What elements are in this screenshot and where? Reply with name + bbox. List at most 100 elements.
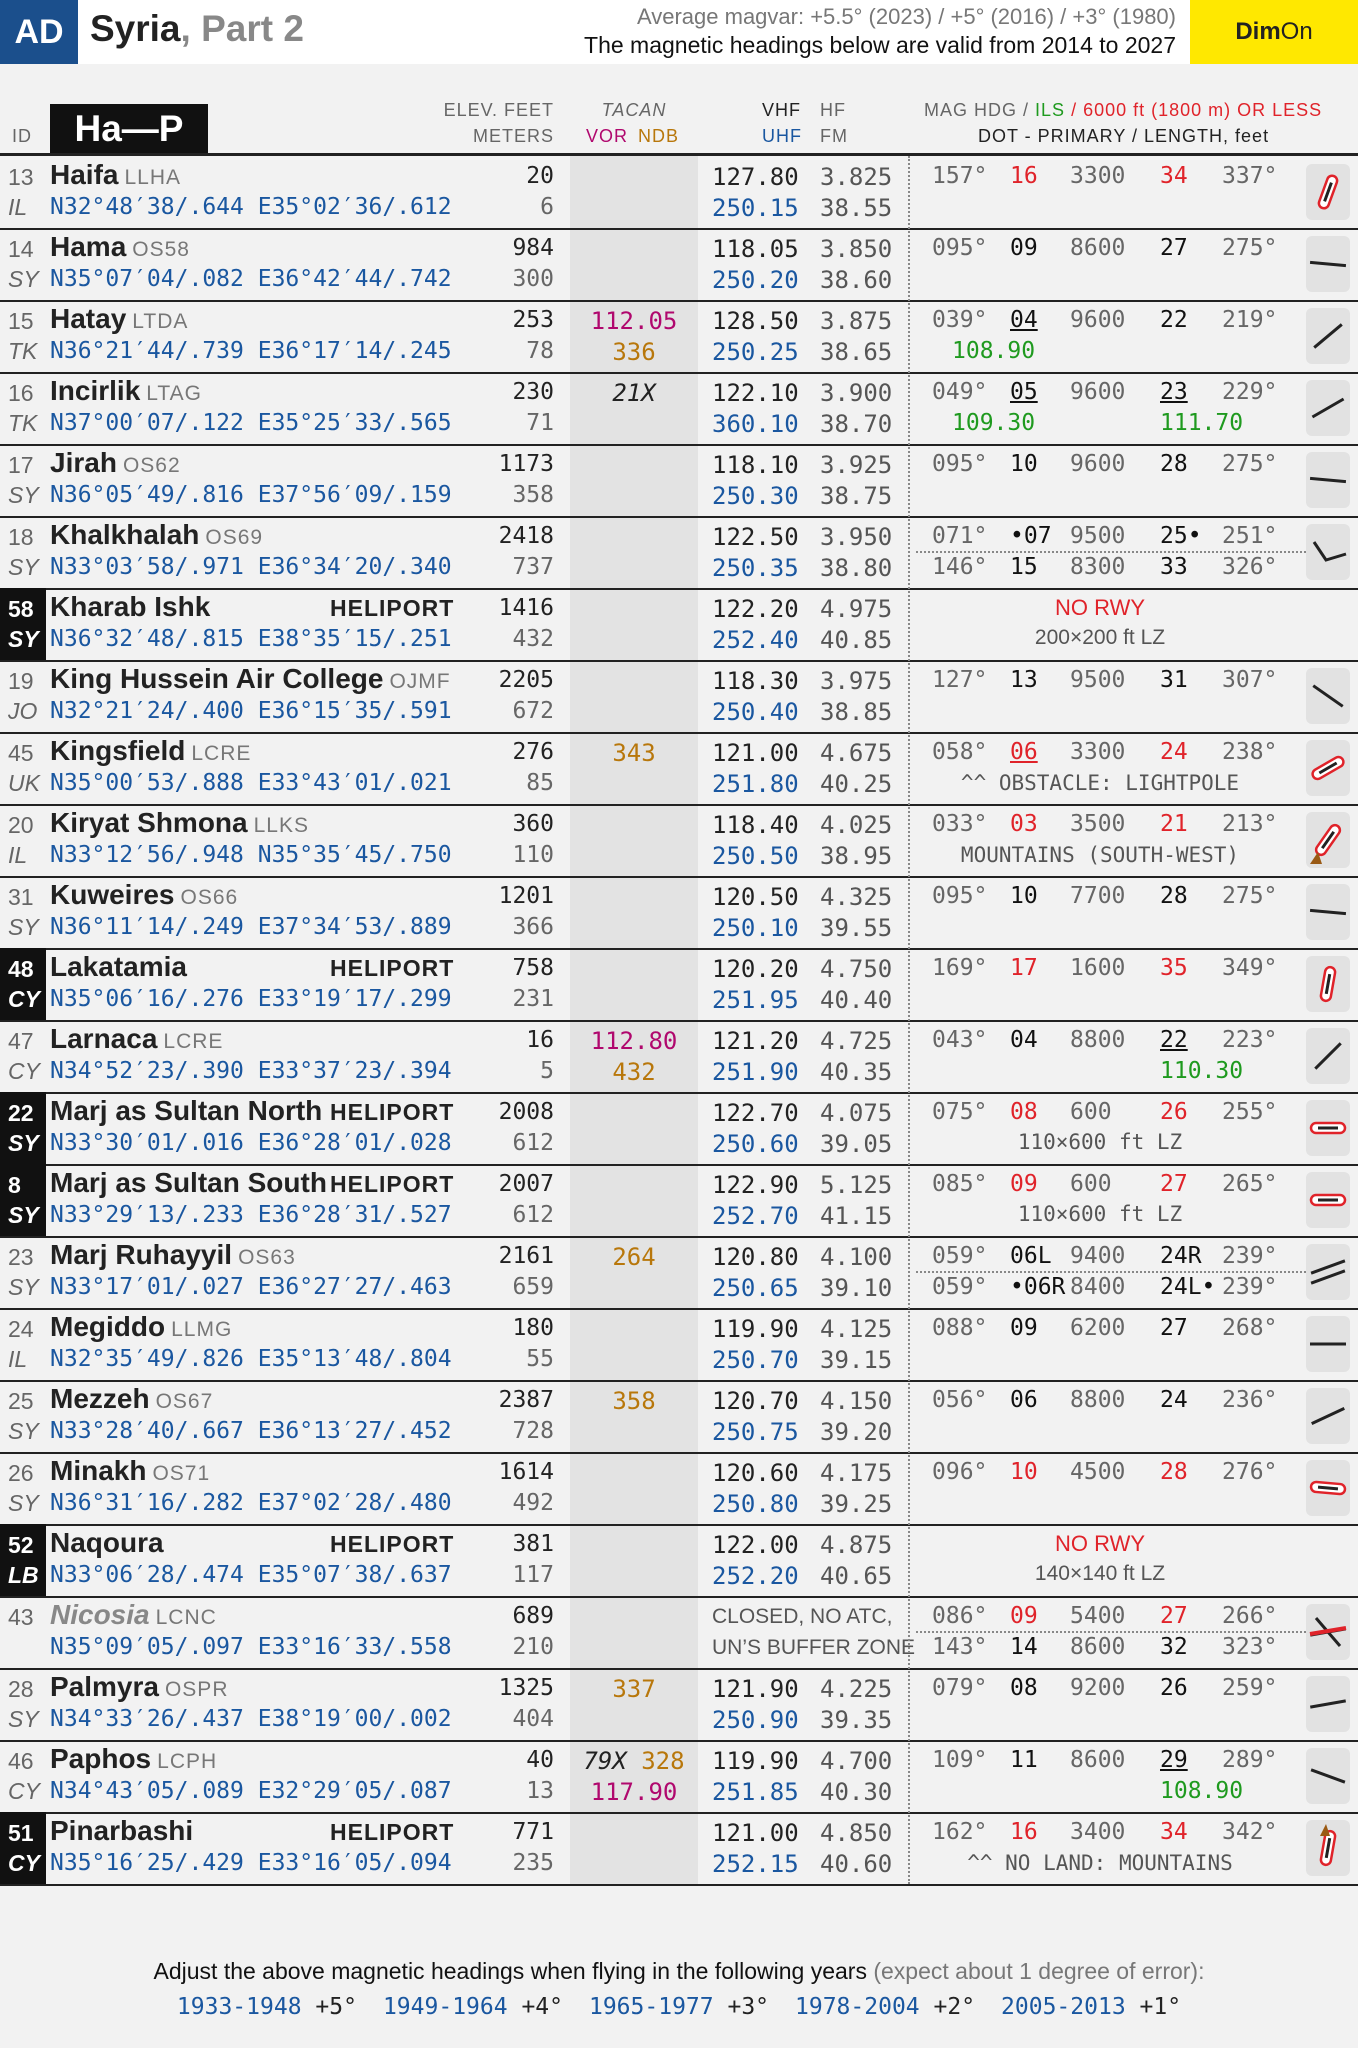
airfield-name[interactable]: Naqoura bbox=[50, 1527, 164, 1559]
airfield-name[interactable]: Larnaca LCRE bbox=[50, 1023, 223, 1055]
airfield-name[interactable]: Marj as Sultan South bbox=[50, 1167, 327, 1199]
hf-frequency: 4.125 bbox=[820, 1315, 893, 1343]
latitude: N34°43′05/.089 bbox=[50, 1778, 244, 1804]
col-elev-meters: METERS bbox=[472, 126, 554, 146]
runway-diagram-icon[interactable] bbox=[1306, 1316, 1350, 1372]
runway-diagram-icon[interactable] bbox=[1306, 380, 1350, 436]
runway-diagram-icon[interactable] bbox=[1306, 1172, 1350, 1228]
ils-frequency-2: 110.30 bbox=[1160, 1058, 1244, 1084]
hf-frequency: 5.125 bbox=[820, 1171, 893, 1199]
airfield-name[interactable]: Nicosia LCNC bbox=[50, 1599, 217, 1631]
airfield-name[interactable]: Kharab Ishk bbox=[50, 591, 210, 623]
elevation-feet: 2008 bbox=[498, 1099, 554, 1125]
adjustment-item: 1978-2004 +2° bbox=[795, 1994, 975, 2020]
runway-diagram-icon[interactable] bbox=[1306, 524, 1350, 580]
hf-frequency: 3.825 bbox=[820, 163, 893, 191]
ils-frequency-1: 109.30 bbox=[952, 410, 1036, 436]
runway-diagram-icon[interactable] bbox=[1306, 1244, 1350, 1300]
airfield-name[interactable]: Incirlik LTAG bbox=[50, 375, 202, 407]
footer-hint: (expect about 1 degree of error): bbox=[873, 1958, 1205, 1984]
runway-diagram-icon[interactable] bbox=[1306, 740, 1350, 796]
vor-frequency: 117.90 bbox=[590, 1778, 678, 1806]
coordinates: N37°00′07/.122 E35°25′33/.565 bbox=[50, 410, 452, 436]
runway-diagram-icon[interactable] bbox=[1306, 236, 1350, 292]
airfield-name[interactable]: Marj as Sultan North bbox=[50, 1095, 322, 1127]
runway-end-2: 24R bbox=[1160, 1243, 1202, 1269]
airfield-name[interactable]: Kingsfield LCRE bbox=[50, 735, 251, 767]
runway-divider bbox=[916, 551, 1306, 553]
heading-1: 095° bbox=[932, 235, 988, 261]
heading-1: 095° bbox=[932, 883, 988, 909]
runway-diagram-icon[interactable] bbox=[1306, 1388, 1350, 1444]
runway-diagram-icon[interactable] bbox=[1306, 1748, 1350, 1804]
heading-2: 342° bbox=[1222, 1819, 1278, 1845]
airfield-name[interactable]: Hama OS58 bbox=[50, 231, 190, 263]
runway-diagram-icon[interactable] bbox=[1306, 812, 1350, 868]
airfield-name[interactable]: Minakh OS71 bbox=[50, 1455, 210, 1487]
airfield-name[interactable]: Paphos LCPH bbox=[50, 1743, 217, 1775]
fm-frequency: 39.35 bbox=[820, 1706, 893, 1734]
runway-end-2: 26 bbox=[1160, 1675, 1188, 1701]
heading-1: 075° bbox=[932, 1099, 988, 1125]
runway-diagram-icon[interactable] bbox=[1306, 164, 1350, 220]
runway-diagram-icon[interactable] bbox=[1306, 1820, 1350, 1876]
coordinates: N33°12′56/.948 N35°35′45/.750 bbox=[50, 842, 452, 868]
coordinates: N35°07′04/.082 E36°42′44/.742 bbox=[50, 266, 452, 292]
airfield-name[interactable]: Kiryat Shmona LLKS bbox=[50, 807, 309, 839]
elevation-feet: 180 bbox=[512, 1315, 554, 1341]
heading-1: 071° bbox=[932, 523, 988, 549]
airfield-name-text: Haifa bbox=[50, 159, 119, 190]
heading-1: 086° bbox=[932, 1603, 988, 1629]
runway-diagram-icon[interactable] bbox=[1306, 1100, 1350, 1156]
col-uhf: UHF bbox=[762, 126, 802, 146]
table-row: 52 LB Naqoura HELIPORT N33°06′28/.474 E35°07… bbox=[0, 1524, 1358, 1598]
latitude: N34°52′23/.390 bbox=[50, 1058, 244, 1084]
country-code: SY bbox=[8, 266, 39, 292]
dim-on-toggle[interactable]: Dim On bbox=[1190, 0, 1358, 64]
airfield-name[interactable]: Megiddo LLMG bbox=[50, 1311, 232, 1343]
vor-frequency: 112.05 bbox=[590, 307, 678, 335]
airfield-name[interactable]: Marj Ruhayyil OS63 bbox=[50, 1239, 296, 1271]
coordinates: N35°06′16/.276 E33°19′17/.299 bbox=[50, 986, 452, 1012]
runway-diagram-icon[interactable] bbox=[1306, 452, 1350, 508]
airfield-name[interactable]: Kuweires OS66 bbox=[50, 879, 238, 911]
adjustment-years: 1933-1948 bbox=[176, 1994, 302, 2020]
airfield-name[interactable]: Lakatamia bbox=[50, 951, 187, 983]
runway-diagram-icon[interactable] bbox=[1306, 884, 1350, 940]
longitude: E38°19′00/.002 bbox=[257, 1706, 452, 1732]
airfield-name[interactable]: Hatay LTDA bbox=[50, 303, 188, 335]
runway-diagram-icon[interactable] bbox=[1306, 1028, 1350, 1084]
runway-diagram-icon[interactable] bbox=[1306, 1460, 1350, 1516]
runway-diagram-icon[interactable] bbox=[1306, 956, 1350, 1012]
runway-length: 9500 bbox=[1070, 523, 1126, 549]
row-id: 14 SY bbox=[0, 228, 46, 300]
airfield-name[interactable]: Palmyra OSPR bbox=[50, 1671, 228, 1703]
airfield-name[interactable]: Pinarbashi bbox=[50, 1815, 193, 1847]
airfield-name[interactable]: Haifa LLHA bbox=[50, 159, 181, 191]
longitude: E33°43′01/.021 bbox=[257, 770, 452, 796]
elevation-feet: 758 bbox=[512, 955, 554, 981]
airfield-name[interactable]: King Hussein Air College OJMF bbox=[50, 663, 451, 695]
icao-code: LTDA bbox=[132, 310, 189, 333]
runway-diagram-icon[interactable] bbox=[1306, 1604, 1350, 1660]
airfield-name[interactable]: Mezzeh OS67 bbox=[50, 1383, 213, 1415]
runway-length: 3500 bbox=[1070, 811, 1126, 837]
runway-diagram-icon[interactable] bbox=[1306, 308, 1350, 364]
hf-frequency: 4.875 bbox=[820, 1531, 893, 1559]
row-id: 51 CY bbox=[0, 1812, 46, 1884]
runway-diagram-icon[interactable] bbox=[1306, 1676, 1350, 1732]
latitude: N33°12′56/.948 bbox=[50, 842, 244, 868]
elevation-feet: 20 bbox=[526, 163, 554, 189]
heading-1: 059° bbox=[932, 1274, 988, 1300]
airfield-name[interactable]: Khalkhalah OS69 bbox=[50, 519, 263, 551]
uhf-frequency: 252.20 bbox=[712, 1562, 799, 1590]
airfield-name-text: Incirlik bbox=[50, 375, 141, 406]
runway-end-1: 06 bbox=[1010, 1387, 1038, 1413]
row-id: 20 IL bbox=[0, 804, 46, 876]
country-code: SY bbox=[8, 1202, 39, 1228]
heading-1: 143° bbox=[932, 1634, 988, 1660]
runway-length: 9600 bbox=[1070, 451, 1126, 477]
airfield-name[interactable]: Jirah OS62 bbox=[50, 447, 181, 479]
runway-diagram-icon[interactable] bbox=[1306, 668, 1350, 724]
row-id: 16 TK bbox=[0, 372, 46, 444]
